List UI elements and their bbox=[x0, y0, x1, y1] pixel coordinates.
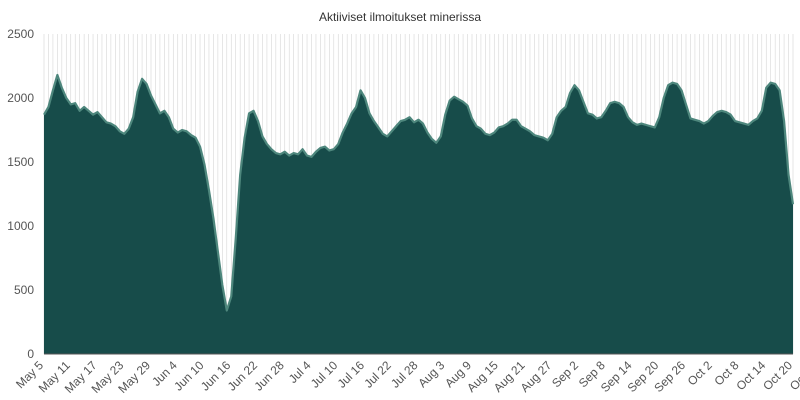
x-tick-label: Oct 14 bbox=[733, 358, 768, 393]
series-layer bbox=[43, 73, 795, 355]
x-tick-label: Jul 22 bbox=[361, 358, 394, 391]
x-tick-label: Aug 27 bbox=[518, 358, 555, 395]
y-axis-ticks: 0 500 1000 1500 2000 2500 bbox=[7, 27, 34, 361]
series-line bbox=[43, 73, 795, 312]
x-tick-label: Jun 28 bbox=[251, 358, 287, 394]
x-tick-label: Sep 26 bbox=[651, 358, 688, 395]
x-tick-label: Oct 20 bbox=[760, 358, 795, 393]
y-tick-label: 1000 bbox=[7, 219, 34, 233]
y-tick-label: 500 bbox=[14, 283, 34, 297]
chart-title: Aktiiviset ilmoitukset minerissa bbox=[319, 10, 481, 24]
x-tick-label: Sep 2 bbox=[549, 358, 581, 390]
y-tick-label: 1500 bbox=[7, 155, 34, 169]
y-tick-label: 0 bbox=[27, 347, 34, 361]
series-area bbox=[44, 74, 793, 355]
x-tick-label: Jul 10 bbox=[308, 358, 341, 391]
y-tick-label: 2000 bbox=[7, 91, 34, 105]
x-tick-label: Oct 2 bbox=[685, 358, 715, 388]
x-tick-label: Jul 28 bbox=[388, 358, 421, 391]
y-tick-label: 2500 bbox=[7, 27, 34, 41]
x-tick-label: Jul 16 bbox=[335, 358, 368, 391]
x-tick-label: Aug 3 bbox=[415, 358, 447, 390]
